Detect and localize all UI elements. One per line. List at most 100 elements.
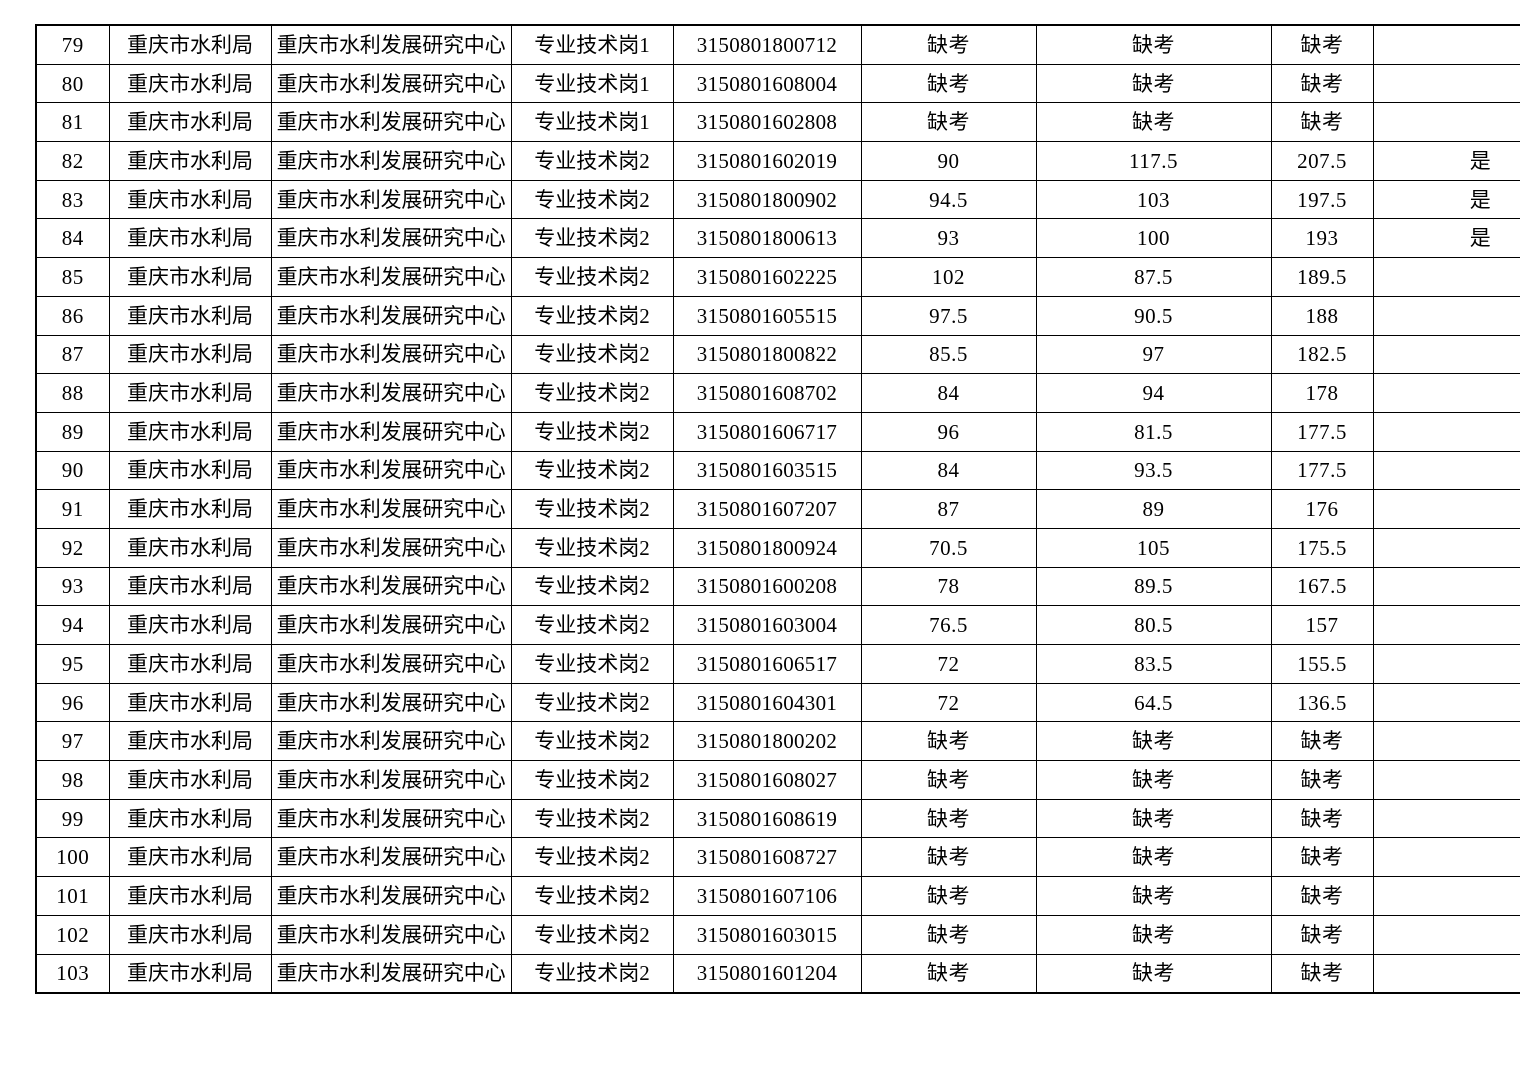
cell-unit: 重庆市水利发展研究中心 xyxy=(270,411,512,452)
score-roster-sheet: 79 重庆市水利局 重庆市水利发展研究中心 专业技术岗1 31508018007… xyxy=(35,24,1520,995)
cell-score-written: 缺考 xyxy=(860,876,1037,916)
table-row: 102 重庆市水利局 重庆市水利发展研究中心 专业技术岗2 3150801603… xyxy=(35,914,1520,955)
table-row: 98 重庆市水利局 重庆市水利发展研究中心 专业技术岗2 31508016080… xyxy=(35,760,1520,800)
cell-flag: 是 xyxy=(1372,141,1520,181)
cell-score-interview: 93.5 xyxy=(1035,450,1272,491)
cell-score-written: 84 xyxy=(860,373,1037,413)
cell-post: 专业技术岗2 xyxy=(510,489,674,529)
cell-score-written: 72 xyxy=(860,644,1037,684)
cell-score-written: 缺考 xyxy=(860,914,1037,955)
table-row: 85 重庆市水利局 重庆市水利发展研究中心 专业技术岗2 31508016022… xyxy=(35,257,1520,297)
cell-unit: 重庆市水利发展研究中心 xyxy=(270,295,512,336)
cell-post: 专业技术岗2 xyxy=(510,179,674,220)
cell-flag: 是 xyxy=(1372,179,1520,220)
table-row: 103 重庆市水利局 重庆市水利发展研究中心 专业技术岗2 3150801601… xyxy=(35,953,1520,994)
cell-score-written: 72 xyxy=(860,682,1037,723)
cell-score-written: 76.5 xyxy=(860,605,1037,645)
cell-flag xyxy=(1372,798,1520,839)
cell-score-total: 缺考 xyxy=(1270,102,1374,143)
table-row: 100 重庆市水利局 重庆市水利发展研究中心 专业技术岗2 3150801608… xyxy=(35,837,1520,878)
cell-flag xyxy=(1372,489,1520,529)
cell-flag xyxy=(1372,760,1520,800)
cell-department: 重庆市水利局 xyxy=(108,721,272,762)
cell-score-total: 缺考 xyxy=(1270,798,1374,839)
cell-unit: 重庆市水利发展研究中心 xyxy=(270,605,512,645)
cell-department: 重庆市水利局 xyxy=(108,24,272,65)
cell-score-interview: 缺考 xyxy=(1035,24,1272,65)
cell-department: 重庆市水利局 xyxy=(108,566,272,607)
cell-score-written: 缺考 xyxy=(860,24,1037,65)
cell-admission-id: 3150801800613 xyxy=(672,218,862,259)
cell-department: 重庆市水利局 xyxy=(108,295,272,336)
cell-department: 重庆市水利局 xyxy=(108,179,272,220)
cell-score-interview: 94 xyxy=(1035,373,1272,413)
cell-score-interview: 89.5 xyxy=(1035,566,1272,607)
cell-score-interview: 缺考 xyxy=(1035,721,1272,762)
cell-flag xyxy=(1372,24,1520,65)
cell-score-total: 136.5 xyxy=(1270,682,1374,723)
cell-index: 81 xyxy=(35,102,110,143)
cell-score-total: 188 xyxy=(1270,295,1374,336)
cell-score-total: 189.5 xyxy=(1270,257,1374,297)
cell-admission-id: 3150801601204 xyxy=(672,953,862,994)
cell-department: 重庆市水利局 xyxy=(108,334,272,375)
cell-index: 80 xyxy=(35,63,110,104)
cell-score-total: 178 xyxy=(1270,373,1374,413)
cell-index: 96 xyxy=(35,682,110,723)
cell-score-total: 缺考 xyxy=(1270,876,1374,916)
cell-flag xyxy=(1372,450,1520,491)
cell-department: 重庆市水利局 xyxy=(108,798,272,839)
cell-flag xyxy=(1372,605,1520,645)
cell-score-total: 167.5 xyxy=(1270,566,1374,607)
table-row: 86 重庆市水利局 重庆市水利发展研究中心 专业技术岗2 31508016055… xyxy=(35,295,1520,336)
cell-score-total: 177.5 xyxy=(1270,450,1374,491)
cell-index: 90 xyxy=(35,450,110,491)
cell-score-interview: 缺考 xyxy=(1035,102,1272,143)
table-row: 94 重庆市水利局 重庆市水利发展研究中心 专业技术岗2 31508016030… xyxy=(35,605,1520,645)
cell-department: 重庆市水利局 xyxy=(108,411,272,452)
cell-post: 专业技术岗2 xyxy=(510,527,674,568)
cell-post: 专业技术岗2 xyxy=(510,218,674,259)
cell-score-total: 缺考 xyxy=(1270,63,1374,104)
cell-post: 专业技术岗2 xyxy=(510,837,674,878)
cell-department: 重庆市水利局 xyxy=(108,373,272,413)
cell-admission-id: 3150801603004 xyxy=(672,605,862,645)
cell-admission-id: 3150801603515 xyxy=(672,450,862,491)
cell-post: 专业技术岗2 xyxy=(510,566,674,607)
cell-index: 91 xyxy=(35,489,110,529)
cell-score-interview: 90.5 xyxy=(1035,295,1272,336)
cell-score-written: 90 xyxy=(860,141,1037,181)
cell-flag xyxy=(1372,373,1520,413)
cell-post: 专业技术岗2 xyxy=(510,682,674,723)
table-row: 79 重庆市水利局 重庆市水利发展研究中心 专业技术岗1 31508018007… xyxy=(35,24,1520,65)
cell-score-total: 缺考 xyxy=(1270,837,1374,878)
cell-post: 专业技术岗2 xyxy=(510,373,674,413)
cell-index: 94 xyxy=(35,605,110,645)
cell-admission-id: 3150801606717 xyxy=(672,411,862,452)
cell-score-written: 93 xyxy=(860,218,1037,259)
cell-score-total: 176 xyxy=(1270,489,1374,529)
cell-score-written: 97.5 xyxy=(860,295,1037,336)
cell-post: 专业技术岗2 xyxy=(510,411,674,452)
cell-unit: 重庆市水利发展研究中心 xyxy=(270,798,512,839)
cell-index: 83 xyxy=(35,179,110,220)
table-row: 82 重庆市水利局 重庆市水利发展研究中心 专业技术岗2 31508016020… xyxy=(35,141,1520,181)
table-body: 79 重庆市水利局 重庆市水利发展研究中心 专业技术岗1 31508018007… xyxy=(35,24,1520,994)
cell-post: 专业技术岗2 xyxy=(510,798,674,839)
cell-index: 82 xyxy=(35,141,110,181)
cell-department: 重庆市水利局 xyxy=(108,63,272,104)
cell-admission-id: 3150801800202 xyxy=(672,721,862,762)
cell-flag xyxy=(1372,334,1520,375)
cell-unit: 重庆市水利发展研究中心 xyxy=(270,102,512,143)
cell-flag xyxy=(1372,411,1520,452)
cell-index: 99 xyxy=(35,798,110,839)
cell-index: 103 xyxy=(35,953,110,994)
cell-admission-id: 3150801608004 xyxy=(672,63,862,104)
cell-score-total: 197.5 xyxy=(1270,179,1374,220)
cell-flag xyxy=(1372,527,1520,568)
cell-admission-id: 3150801606517 xyxy=(672,644,862,684)
cell-index: 102 xyxy=(35,914,110,955)
cell-score-total: 157 xyxy=(1270,605,1374,645)
cell-admission-id: 3150801600208 xyxy=(672,566,862,607)
cell-unit: 重庆市水利发展研究中心 xyxy=(270,63,512,104)
